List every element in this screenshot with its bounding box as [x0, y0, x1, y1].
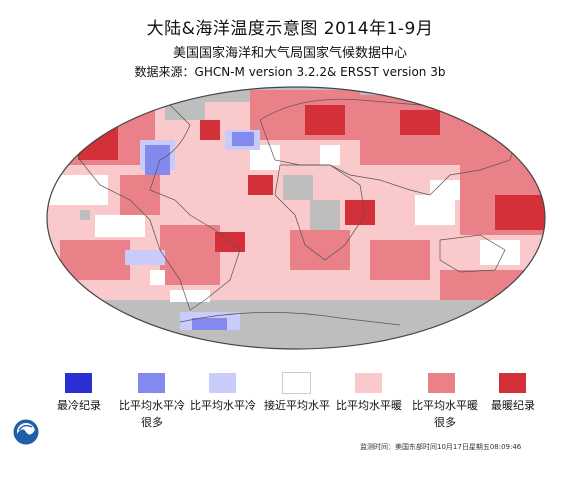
legend-label-warmer: 比平均水平暖 — [336, 399, 402, 412]
legend-swatch-record-cold — [65, 373, 92, 393]
much-cooler-regions — [145, 132, 254, 330]
legend-swatch-near-average — [282, 372, 311, 394]
globe-outline — [46, 86, 546, 350]
legend-swatch-record-warm — [499, 373, 526, 393]
timestamp: 监测时间：美国东部时间10月17日星期五08:09:46 — [360, 443, 522, 451]
legend-label-near-average: 接近平均水平 — [264, 399, 330, 412]
legend-swatch-warmer — [355, 373, 382, 393]
legend-label-record-cold: 最冷纪录 — [57, 399, 101, 412]
legend-swatch-much-cooler — [138, 373, 165, 393]
near-average-regions — [48, 145, 520, 302]
legend-label-much-warmer: 比平均水平暖很多 — [412, 399, 478, 429]
legend-label-much-cooler: 比平均水平冷很多 — [119, 399, 185, 429]
legend-label-record-warm: 最暖纪录 — [491, 399, 535, 412]
map-title: 大陆&海洋温度示意图 2014年1-9月 — [146, 19, 434, 39]
legend-swatch-much-warmer — [428, 373, 455, 393]
missing-land-regions — [80, 100, 340, 230]
noaa-logo — [12, 418, 40, 446]
data-source: 数据来源：GHCN-M version 3.2.2& ERSST version… — [134, 65, 446, 79]
legend-label-cooler: 比平均水平冷 — [190, 399, 256, 412]
map-subtitle: 美国国家海洋和大气局国家气候数据中心 — [172, 46, 407, 61]
legend-swatch-cooler — [209, 373, 236, 393]
